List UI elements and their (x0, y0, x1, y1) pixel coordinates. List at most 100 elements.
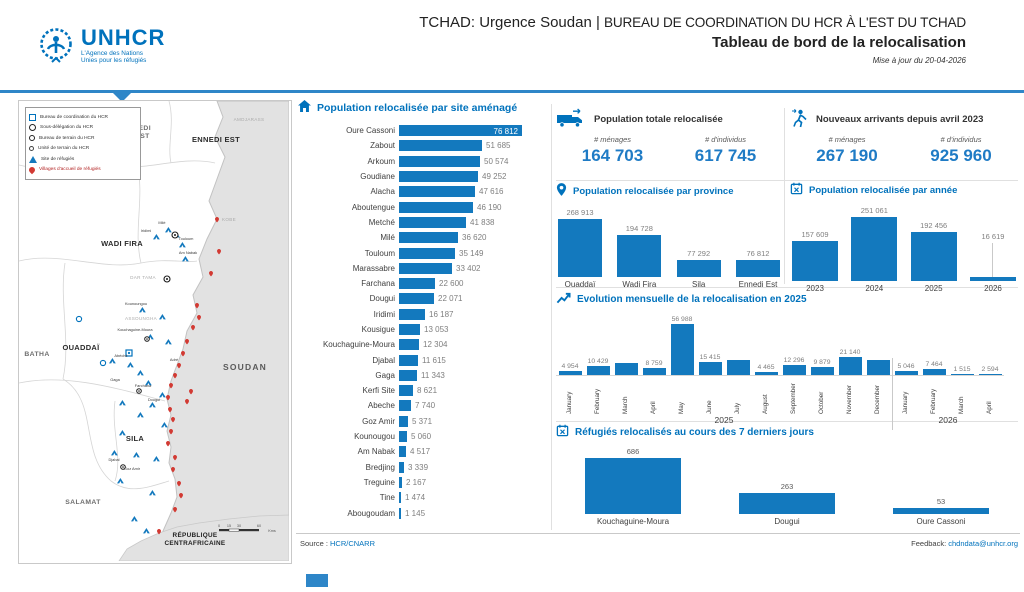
month-value-label: 15 415 (699, 354, 721, 361)
map-label: 30 (237, 524, 241, 528)
off2-marker (136, 388, 142, 394)
households-value: 267 190 (816, 146, 878, 165)
pin-marker (166, 441, 170, 447)
households-label: # ménages (593, 135, 632, 144)
site-row: Dougui 22 071 (298, 291, 550, 306)
circle-large-icon (29, 124, 36, 132)
month-value-label: 2 594 (981, 366, 999, 373)
bar-category-label: Wadi Fira (622, 280, 657, 289)
feedback-label: Feedback: (911, 539, 949, 548)
bar-column: 194 728 Wadi Fira (617, 205, 662, 289)
map-label: 60 (257, 524, 261, 528)
legend-label: Bureau de terrain du HCR (39, 135, 95, 141)
bar (910, 232, 957, 281)
map-label: BATHA (24, 351, 49, 358)
site-value-label: 51 685 (486, 141, 511, 151)
tent-marker (119, 430, 126, 436)
month-value-label: 4 954 (561, 363, 579, 370)
map-label: Kouchaguine-Moura (117, 327, 153, 332)
tent-marker (179, 242, 186, 248)
bar (792, 241, 838, 281)
map-label: Adré (170, 357, 178, 362)
bar-category-label: 2023 (806, 284, 824, 293)
map-pin-icon (556, 182, 567, 200)
tent-marker (137, 370, 144, 376)
site-bar (399, 354, 418, 366)
off1-marker (163, 275, 171, 283)
month-bar-column: 9 879 (808, 312, 836, 376)
month-bar (754, 372, 778, 376)
year-group-label: 2025 (714, 415, 734, 425)
map-legend: Bureau de coordination du HCR Sous-déléga… (25, 107, 141, 180)
bar-value-label: 16 619 (981, 232, 1005, 241)
bar-stack: 263 (739, 444, 835, 514)
bar-stack: 194 728 (617, 205, 662, 277)
bar-stack: 268 913 (558, 205, 602, 277)
month-bar-column: 12 296 (780, 312, 808, 376)
tent-marker (165, 227, 172, 233)
circle-small-icon (29, 146, 34, 152)
site-name-label: Milé (380, 233, 395, 243)
site-bar (399, 507, 401, 519)
month-label-cell: February (584, 376, 612, 414)
tent-marker (131, 516, 138, 522)
feedback-email-link[interactable]: chdndata@unhcr.org (948, 539, 1018, 548)
month-bar (586, 366, 610, 376)
kpi-total-head: Population totale relocalisée (556, 108, 782, 131)
site-row: Am Nabak 4 517 (298, 444, 550, 459)
month-bar (922, 369, 946, 376)
month-label-cell: January (556, 376, 584, 414)
month-label-cell: August (752, 376, 780, 414)
page-header: TCHAD: Urgence Soudan | BUREAU DE COORDI… (419, 14, 966, 65)
site-row: Aboutengue 46 190 (298, 199, 550, 214)
month-bar-column (724, 312, 752, 376)
site-bar (399, 171, 478, 183)
kpi-total-households: # ménages 164 703 (556, 135, 669, 166)
site-bar (399, 385, 413, 397)
site-row: Bredjing 3 339 (298, 460, 550, 475)
site-row: Marassabre 33 402 (298, 261, 550, 276)
map-label: SALAMAT (65, 499, 101, 506)
site-value-label: 12 304 (423, 340, 448, 350)
month-bar-column: 1 515 (948, 312, 976, 376)
kpi-arrivals-individuals: # d'individus 925 960 (904, 135, 1018, 166)
tent-marker (153, 234, 160, 240)
site-row: Gaga 11 343 (298, 368, 550, 383)
site-bar (399, 369, 417, 381)
map-label: Touloum (179, 236, 194, 241)
month-label: May (677, 402, 685, 414)
month-bar-column: 7 464 (920, 312, 948, 376)
month-label: March (621, 396, 629, 415)
source-link[interactable]: HCR/CNARR (330, 539, 376, 548)
individuals-label: # d'individus (940, 135, 982, 144)
month-bar (838, 357, 862, 376)
off2-marker (144, 336, 150, 342)
tent-marker (182, 256, 189, 262)
year-group-label: 2026 (938, 415, 958, 425)
map-label: SOUDAN (223, 362, 267, 372)
month-label: February (593, 388, 601, 414)
month-label: July (733, 402, 741, 414)
month-value-label: 12 296 (783, 357, 805, 364)
households-value: 164 703 (581, 146, 644, 165)
site-bar (399, 461, 404, 473)
month-bar-column: 4 465 (752, 312, 780, 376)
site-bar (399, 492, 401, 504)
truck-icon (556, 108, 586, 131)
bar (969, 277, 1016, 281)
bar-stack: 77 292 (676, 205, 721, 277)
header-divider-notch (112, 92, 132, 102)
sudan-area (154, 100, 290, 562)
site-name-label: Iridimi (373, 309, 395, 319)
month-bar (810, 367, 834, 376)
bar (735, 260, 780, 277)
monthly-month-labels: January February March April May June July Augu… (556, 376, 1004, 414)
bar-value-label: 77 292 (687, 249, 711, 258)
legend-label: Unité de terrain du HCR (38, 146, 90, 152)
map-label: 15 (227, 524, 231, 528)
bar-category-label: Oure Cassoni (916, 517, 966, 526)
site-row: Farchana 22 600 (298, 276, 550, 291)
site-value-label: 11 615 (422, 355, 446, 365)
bluecirc-marker (99, 359, 107, 367)
bluecirc-marker (75, 315, 83, 323)
